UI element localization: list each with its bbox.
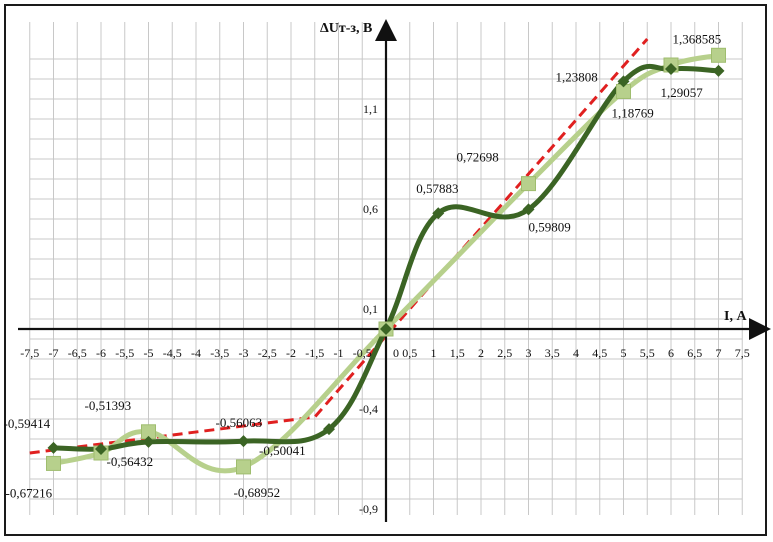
data-label: 0,72698 <box>457 150 499 165</box>
x-tick-label: 6,5 <box>687 346 702 360</box>
x-tick-label: -5 <box>144 346 154 360</box>
square-marker <box>46 455 61 471</box>
x-tick-label: 3 <box>526 346 532 360</box>
x-tick-label: 6 <box>668 346 674 360</box>
x-tick-label: 5 <box>621 346 627 360</box>
diamond-marker <box>380 323 392 335</box>
x-tick-label: -0,5 <box>353 346 372 360</box>
square-marker <box>236 459 251 475</box>
x-tick-label: -3 <box>239 346 249 360</box>
data-label: -0,68952 <box>234 485 281 500</box>
y-tick-label: -0,9 <box>359 502 378 516</box>
y-tick-label: 1,1 <box>363 102 378 116</box>
x-tick-label: 3,5 <box>545 346 560 360</box>
x-tick-label: -1,5 <box>305 346 324 360</box>
diamond-marker <box>432 207 445 220</box>
x-tick-label: -6,5 <box>68 346 87 360</box>
diamond-marker <box>617 75 630 88</box>
x-tick-label: 1 <box>431 346 437 360</box>
data-label: -0,56063 <box>216 415 263 430</box>
x-tick-label: -6 <box>96 346 106 360</box>
x-tick-label: 2,5 <box>497 346 512 360</box>
x-tick-label: 2 <box>478 346 484 360</box>
diamond-marker <box>237 435 250 448</box>
x-tick-label: 1,5 <box>450 346 465 360</box>
data-label: 1,29057 <box>661 85 704 100</box>
y-tick-label: 0,1 <box>363 302 378 316</box>
x-tick-label: -7 <box>49 346 59 360</box>
diamond-marker <box>665 63 677 75</box>
x-tick-label: -2,5 <box>258 346 277 360</box>
data-label: 0,59809 <box>529 219 571 234</box>
diamond-marker <box>323 423 335 436</box>
data-labels: -0,59414-0,56432-0,56063-0,500410,578830… <box>4 31 722 500</box>
y-axis-title: ΔUт-з, В <box>320 21 372 36</box>
data-label: 0,57883 <box>416 181 458 196</box>
data-label: -0,51393 <box>85 398 132 413</box>
x-tick-label: -1 <box>334 346 344 360</box>
data-label: -0,67216 <box>6 485 53 500</box>
y-tick-label: -0,4 <box>359 402 378 416</box>
diamond-marker <box>522 203 535 216</box>
x-tick-label: 7,5 <box>735 346 750 360</box>
x-tick-label: 0 <box>393 346 399 360</box>
x-tick-label: -5,5 <box>115 346 134 360</box>
data-label: -0,50041 <box>259 443 306 458</box>
x-tick-label: -7,5 <box>20 346 39 360</box>
data-label: 1,18769 <box>612 105 654 120</box>
diamond-marker <box>142 435 155 448</box>
data-label: -0,56432 <box>107 454 154 469</box>
x-tick-label: -4 <box>191 346 201 360</box>
axes <box>18 19 771 522</box>
diamond-marker <box>47 441 60 454</box>
tick-labels: -7,5 -7 -6,5 -6 -5,5 -5 -4,5 -4 -3,5 -3 -2,5 -2 -1,5… <box>20 102 750 516</box>
square-marker <box>711 47 726 63</box>
x-tick-label: -2 <box>286 346 296 360</box>
data-label: 1,368585 <box>673 31 722 46</box>
data-label: 1,23808 <box>556 69 598 84</box>
diamond-marker <box>712 64 725 77</box>
x-axis-title: I, А <box>724 309 747 324</box>
square-marker <box>521 176 536 192</box>
x-tick-label: 4 <box>573 346 579 360</box>
x-tick-label: 5,5 <box>640 346 655 360</box>
diamond-marker <box>95 443 107 455</box>
data-label: -0,59414 <box>4 416 51 431</box>
x-tick-label: 4,5 <box>592 346 607 360</box>
x-tick-label: -3,5 <box>210 346 229 360</box>
x-tick-label: 7 <box>716 346 722 360</box>
x-tick-label: -4,5 <box>163 346 182 360</box>
y-tick-label: 0,6 <box>363 202 378 216</box>
x-tick-label: 0,5 <box>402 346 417 360</box>
series-markers <box>46 47 726 475</box>
